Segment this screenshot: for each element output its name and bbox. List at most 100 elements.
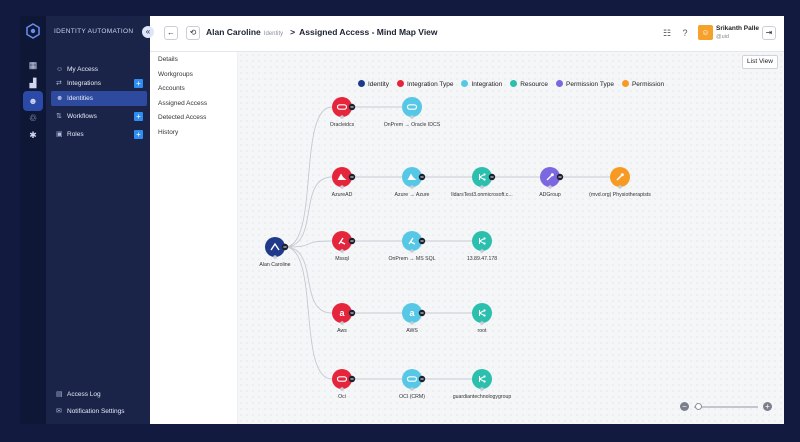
collapse-node-button[interactable] xyxy=(348,103,356,111)
refresh-button[interactable]: ⟲ xyxy=(186,26,200,40)
nav-item-workflows[interactable]: ⇅ Workflows + xyxy=(51,109,147,124)
app-logo-icon[interactable] xyxy=(25,23,41,39)
node-handle[interactable] xyxy=(480,321,484,325)
workflows-icon: ⇅ xyxy=(56,113,62,120)
zoom-track[interactable] xyxy=(694,406,758,408)
add-roles-button[interactable]: + xyxy=(134,130,143,139)
mind-map-node-resource[interactable]: guardiantechnologygroup xyxy=(453,369,512,400)
zoom-out-button[interactable]: − xyxy=(680,402,689,411)
mind-map-node-resource[interactable]: lldarsTest3.onmicrosoft.c... xyxy=(451,167,513,198)
mind-map-node-integration-type[interactable]: AzureAD xyxy=(332,167,356,198)
collapse-node-button[interactable] xyxy=(348,375,356,383)
help-icon[interactable]: ? xyxy=(682,28,688,38)
node-handle[interactable] xyxy=(410,115,414,119)
nav-item-notification-settings[interactable]: ✉ Notification Settings xyxy=(51,404,147,419)
mind-map-node-integration-type[interactable]: Oracleidcs xyxy=(330,97,356,128)
access-log-icon: ▤ xyxy=(56,391,63,398)
nodes: Oracleidcs OnPrem → Oracle IDCS AzureAD Azu… xyxy=(259,97,651,400)
node-handle[interactable] xyxy=(410,249,414,253)
back-button[interactable]: ← xyxy=(164,26,178,40)
node-circle xyxy=(332,303,352,323)
collapse-node-button[interactable] xyxy=(488,173,496,181)
menu-item-accounts[interactable]: Accounts xyxy=(158,85,185,92)
node-label: guardiantechnologygroup xyxy=(453,394,512,400)
connection-line xyxy=(284,106,333,248)
mind-map-node-integration[interactable]: OnPrem → Oracle IDCS xyxy=(384,97,441,128)
menu-item-detected-access[interactable]: Detected Access xyxy=(158,114,207,121)
node-handle[interactable] xyxy=(340,249,344,253)
integrations-icon: ⇄ xyxy=(56,80,62,87)
add-integrations-button[interactable]: + xyxy=(134,79,143,88)
add-workflows-button[interactable]: + xyxy=(134,112,143,121)
node-handle[interactable] xyxy=(480,249,484,253)
mind-map-canvas[interactable] xyxy=(238,52,784,424)
analytics-icon[interactable]: ▟ xyxy=(29,78,37,88)
nav-item-access-log[interactable]: ▤ Access Log xyxy=(51,387,147,402)
logout-button[interactable]: ⇥ xyxy=(762,26,776,40)
node-handle[interactable] xyxy=(410,185,414,189)
mind-map: Oracleidcs OnPrem → Oracle IDCS AzureAD Azu… xyxy=(259,97,651,400)
legend-label: Resource xyxy=(520,80,549,88)
node-handle[interactable] xyxy=(480,387,484,391)
breadcrumb-identity-name[interactable]: Alan Caroline xyxy=(206,27,261,37)
node-handle[interactable] xyxy=(340,387,344,391)
mind-map-node-integration[interactable]: OnPrem → MS SQL xyxy=(389,231,436,262)
mind-map-node-integration[interactable]: Azure → Azure xyxy=(395,167,430,198)
node-label: Aws xyxy=(337,328,347,334)
mind-map-node-resource[interactable]: root xyxy=(472,303,492,334)
mind-map-node-permission-type[interactable]: ADGroup xyxy=(539,167,564,198)
menu-item-history[interactable]: History xyxy=(158,128,179,136)
nav-item-my-access[interactable]: ☺ My Access xyxy=(51,62,147,77)
node-handle[interactable] xyxy=(548,185,552,189)
aws-icon: a xyxy=(339,308,345,318)
nav-item-integrations[interactable]: ⇄ Integrations + xyxy=(51,76,147,91)
node-handle[interactable] xyxy=(340,115,344,119)
menu-item-details[interactable]: Details xyxy=(158,56,178,63)
user-menu[interactable]: ☺ Srikanth Palle @uid xyxy=(698,23,759,43)
nav-item-roles[interactable]: ▣ Roles + xyxy=(51,127,147,142)
user-access-icon: ☺ xyxy=(56,66,64,73)
node-handle[interactable] xyxy=(480,185,484,189)
node-handle[interactable] xyxy=(410,321,414,325)
collapse-node-button[interactable] xyxy=(556,173,564,181)
node-handle[interactable] xyxy=(410,387,414,391)
collapse-sidebar-button[interactable]: « xyxy=(142,26,154,38)
mind-map-node-integration[interactable]: OCI (CRM) xyxy=(399,369,425,400)
collapse-node-button[interactable] xyxy=(348,173,356,181)
mind-map-node-integration[interactable]: a AWS xyxy=(402,303,426,334)
identities-rail-icon[interactable]: ☻ xyxy=(23,91,43,111)
node-handle[interactable] xyxy=(273,255,277,259)
nav-item-label: Identities xyxy=(67,95,94,102)
settings-gear-icon[interactable]: ✱ xyxy=(29,130,37,140)
collapse-node-button[interactable] xyxy=(348,309,356,317)
mind-map-node-integration-type[interactable]: a Aws xyxy=(332,303,356,334)
notes-icon[interactable]: ☷ xyxy=(662,28,672,38)
collapse-node-button[interactable] xyxy=(418,309,426,317)
share-icon xyxy=(479,375,486,383)
mind-map-node-resource[interactable]: 13.89.47.178 xyxy=(467,231,497,262)
menu-item-workgroups[interactable]: Workgroups xyxy=(158,70,193,78)
zoom-in-button[interactable]: + xyxy=(763,402,772,411)
nav-item-identities[interactable]: ☻ Identities xyxy=(51,91,147,106)
node-label: 13.89.47.178 xyxy=(467,256,497,262)
zoom-slider-handle[interactable] xyxy=(695,403,702,410)
dashboard-icon[interactable]: ▦ xyxy=(28,60,38,70)
node-circle xyxy=(472,303,492,323)
collapse-node-button[interactable] xyxy=(281,243,289,251)
nav-item-label: Access Log xyxy=(67,391,101,398)
collapse-node-button[interactable] xyxy=(418,173,426,181)
collapse-node-button[interactable] xyxy=(348,237,356,245)
node-handle[interactable] xyxy=(618,185,622,189)
mind-map-node-permission[interactable]: (mvd.org) Physiotherapists xyxy=(589,167,651,198)
collapse-node-button[interactable] xyxy=(418,375,426,383)
workflow-rail-icon[interactable]: ♲ xyxy=(28,113,38,123)
mind-map-node-identity[interactable]: Alan Caroline xyxy=(259,237,291,268)
list-view-button[interactable]: List View xyxy=(742,55,778,69)
nav-sidebar: IDENTITY AUTOMATION « ☺ My Access ⇄ Integra… xyxy=(46,16,154,424)
mind-map-node-integration-type[interactable]: Oci xyxy=(332,369,356,400)
mind-map-node-integration-type[interactable]: Mssql xyxy=(332,231,356,262)
menu-item-assigned-access[interactable]: Assigned Access xyxy=(158,99,208,107)
node-handle[interactable] xyxy=(340,321,344,325)
node-handle[interactable] xyxy=(340,185,344,189)
collapse-node-button[interactable] xyxy=(418,237,426,245)
